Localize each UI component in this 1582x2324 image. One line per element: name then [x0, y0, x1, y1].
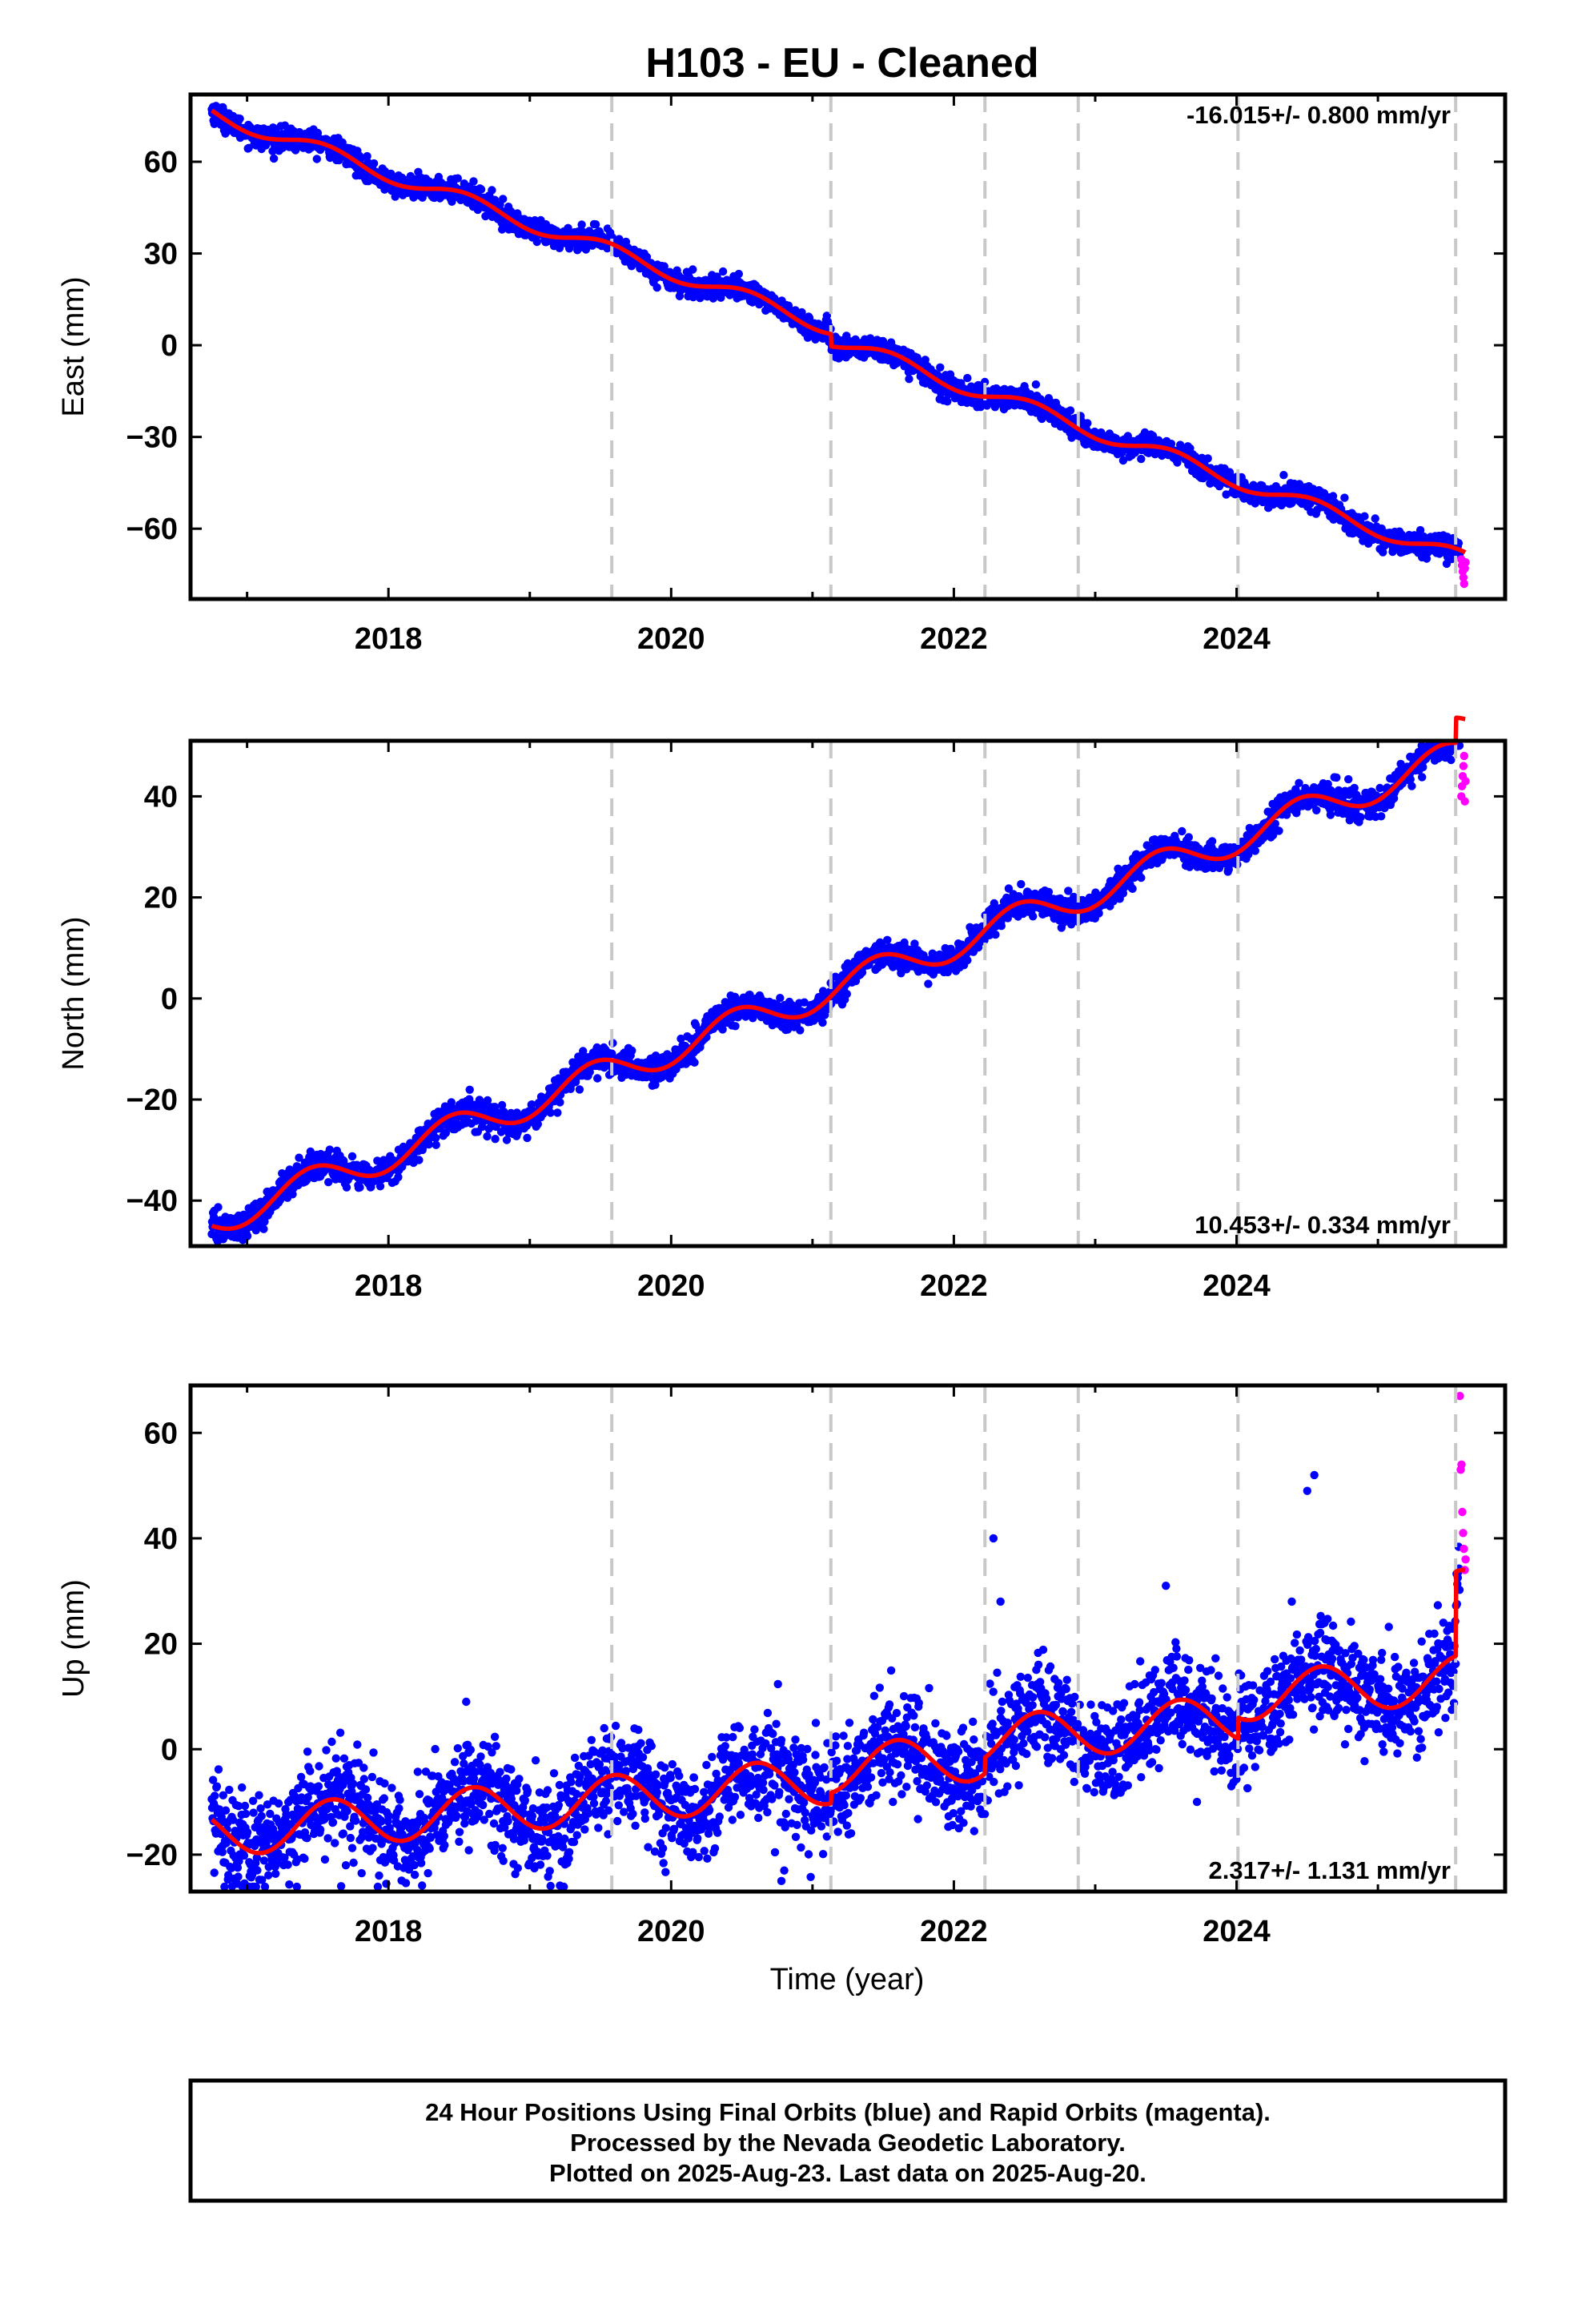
east-ytick-label: −30 [126, 421, 178, 455]
north-final-point [991, 930, 1000, 939]
east-final-point [488, 186, 496, 195]
east-final-point [734, 269, 743, 279]
east-final-point [1340, 493, 1349, 502]
east-xtick-label: 2024 [1203, 622, 1271, 656]
north-final-point [883, 935, 892, 945]
north-final-point [415, 1156, 424, 1164]
east-final-point [312, 155, 321, 163]
north-final-point [347, 1152, 357, 1161]
east-final-point [718, 267, 728, 276]
east-final-point [244, 143, 253, 152]
east-final-point [564, 223, 572, 232]
east-rate-label: -16.015+/- 0.800 mm/yr [1186, 101, 1451, 129]
north-final-point [523, 1133, 532, 1143]
east-final-point [363, 151, 371, 161]
north-final-point [593, 1074, 602, 1083]
east-final-point [1203, 454, 1212, 463]
east-rapid-point [1460, 579, 1469, 589]
north-final-point [259, 1224, 268, 1233]
east-final-point [1279, 471, 1288, 480]
north-final-point [491, 1135, 500, 1144]
east-final-point [499, 195, 508, 203]
north-final-point [628, 1046, 636, 1055]
north-final-point [432, 1140, 440, 1149]
east-ticks: 2018 2020 2022 2024 −60 −30 0 30 60 [126, 94, 1505, 656]
east-scatter [207, 102, 1470, 589]
east-final-point [469, 177, 478, 186]
north-final-point [1029, 912, 1038, 921]
north-final-point [1017, 879, 1026, 889]
north-final-point [796, 1026, 805, 1035]
north-final-point [690, 1058, 699, 1068]
north-final-point [375, 1182, 385, 1191]
east-final-point [369, 159, 379, 168]
east-ytick-label: 30 [144, 238, 178, 271]
north-final-point [924, 979, 933, 988]
east-ytick-label: −60 [126, 513, 178, 546]
east-final-point [963, 373, 972, 383]
north-final-point [575, 1085, 584, 1094]
north-final-point [342, 1183, 351, 1192]
east-ytick-label: 60 [144, 146, 178, 179]
east-final-point [1137, 454, 1146, 464]
north-final-point [963, 955, 972, 965]
chart-title: H103 - EU - Cleaned [645, 40, 1038, 86]
east-final-point [235, 115, 244, 123]
east-final-point [1031, 380, 1041, 389]
east-xtick-label: 2020 [637, 622, 705, 656]
north-final-point [731, 1022, 740, 1031]
panel-east: 2018 2020 2022 2024 −60 −30 0 30 60 East (mm) -1… [57, 92, 1508, 656]
north-final-point [465, 1085, 474, 1095]
east-final-point [577, 220, 586, 229]
east-final-point [532, 237, 541, 247]
north-final-point [483, 1132, 492, 1141]
east-final-point [936, 363, 945, 372]
east-final-point [905, 375, 913, 384]
north-final-point [776, 994, 785, 1003]
east-ytick-label: 0 [161, 329, 178, 363]
north-final-point [997, 922, 1006, 931]
east-final-point [1360, 512, 1369, 521]
north-final-point [842, 990, 852, 999]
north-final-point [818, 1018, 827, 1027]
east-final-point [1371, 514, 1379, 523]
north-scatter [207, 741, 1470, 1246]
east-ylabel: East (mm) [57, 276, 90, 416]
north-final-point [324, 1178, 333, 1187]
east-final-point [1083, 419, 1092, 428]
east-rapid-point [1461, 558, 1470, 567]
north-final-point [214, 1203, 223, 1212]
north-final-point [556, 1098, 564, 1107]
east-final-point [652, 283, 661, 292]
north-final-point [325, 1145, 334, 1154]
east-final-point [689, 265, 697, 274]
east-final-point [476, 185, 486, 194]
north-final-point [553, 1108, 562, 1117]
east-event-lines [610, 94, 1458, 599]
east-final-point [453, 174, 462, 183]
east-final-point [591, 220, 600, 229]
east-final-point [269, 154, 279, 163]
east-xtick-label: 2022 [920, 622, 988, 656]
east-final-point [1066, 406, 1075, 415]
east-xtick-label: 2018 [355, 622, 423, 656]
